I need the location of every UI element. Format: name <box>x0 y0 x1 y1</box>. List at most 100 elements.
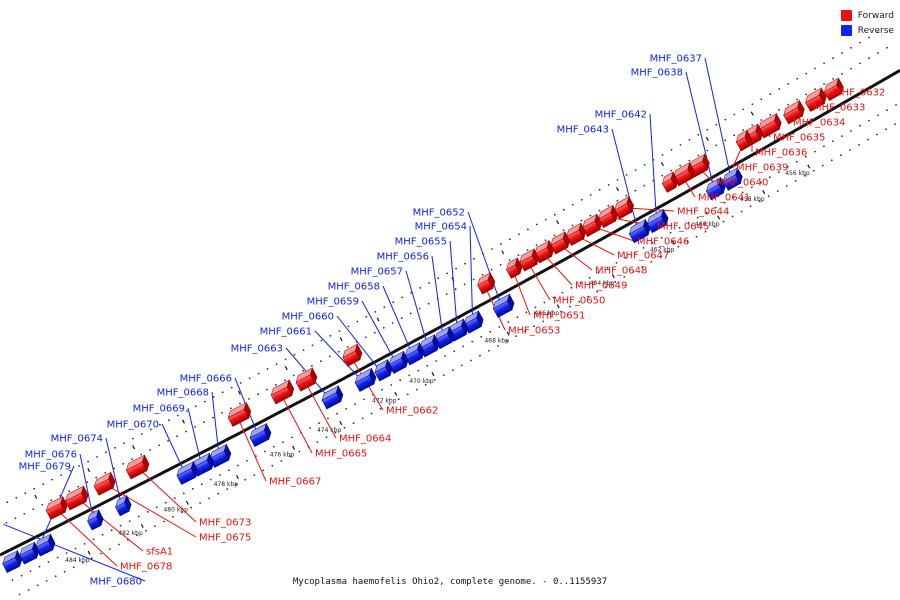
guide-dot <box>695 235 698 238</box>
gene-label[interactable]: MHF_0676 <box>25 450 77 461</box>
gene-label[interactable]: MHF_0659 <box>307 297 359 308</box>
forward-gene[interactable] <box>803 87 829 112</box>
forward-gene[interactable] <box>475 272 497 295</box>
reverse-gene[interactable] <box>353 367 379 392</box>
gene-label[interactable]: MHF_0660 <box>282 312 334 323</box>
gene-label[interactable]: MHF_0651 <box>533 311 585 322</box>
reverse-gene[interactable] <box>627 218 653 244</box>
gene-label[interactable]: MHF_0646 <box>637 237 689 248</box>
reverse-gene[interactable] <box>320 385 346 410</box>
forward-gene[interactable] <box>341 343 365 367</box>
reverse-gene[interactable] <box>113 494 133 517</box>
forward-gene[interactable] <box>92 471 118 496</box>
reverse-gene[interactable] <box>433 325 457 350</box>
gene-label[interactable]: MHF_0645 <box>657 222 709 233</box>
reverse-gene[interactable] <box>387 350 411 374</box>
guide-dot <box>795 160 798 163</box>
guide-dot <box>444 355 447 357</box>
reverse-gene[interactable] <box>373 359 395 382</box>
gene-label[interactable]: MHF_0662 <box>386 406 438 417</box>
gene-label[interactable]: MHF_0665 <box>315 449 367 460</box>
gene-label[interactable]: MHF_0667 <box>269 477 321 488</box>
gene-label[interactable]: MHF_0649 <box>575 281 627 292</box>
gene-label[interactable]: MHF_0642 <box>595 110 647 121</box>
tick-mark <box>762 190 766 195</box>
forward-gene[interactable] <box>226 401 253 427</box>
forward-gene[interactable] <box>532 240 556 264</box>
gene-label[interactable]: MHF_0633 <box>813 103 865 114</box>
reverse-gene[interactable] <box>704 176 728 201</box>
forward-gene[interactable] <box>781 99 807 125</box>
forward-gene[interactable] <box>504 257 524 279</box>
forward-gene[interactable] <box>63 485 90 511</box>
reverse-gene[interactable] <box>721 167 745 191</box>
gene-label[interactable]: MHF_0669 <box>133 404 185 415</box>
gene-label[interactable]: MHF_0674 <box>51 434 103 445</box>
forward-gene[interactable] <box>660 171 680 193</box>
forward-gene[interactable] <box>517 248 541 272</box>
gene-label[interactable]: MHF_0680 <box>90 577 142 588</box>
forward-gene[interactable] <box>564 222 588 246</box>
gene-label[interactable]: MHF_0635 <box>773 133 825 144</box>
reverse-gene[interactable] <box>191 452 217 477</box>
gene-label[interactable]: MHF_0647 <box>617 251 669 262</box>
gene-label[interactable]: MHF_0644 <box>677 207 729 218</box>
gene-label[interactable]: MHF_0638 <box>631 68 683 79</box>
forward-gene[interactable] <box>124 454 151 480</box>
gene-label[interactable]: MHF_0670 <box>107 420 159 431</box>
gene-label[interactable]: MHF_0668 <box>157 388 209 399</box>
gene-label[interactable]: MHF_0637 <box>650 54 702 65</box>
gene-label[interactable]: MHF_0655 <box>395 237 447 248</box>
forward-gene[interactable] <box>596 204 620 229</box>
gene-label[interactable]: MHF_0641 <box>698 193 750 204</box>
gene-label[interactable]: MHF_0636 <box>755 148 807 159</box>
gene-label[interactable]: sfsA1 <box>146 547 173 558</box>
guide-dot <box>221 391 224 394</box>
leader-line <box>382 285 415 358</box>
reverse-gene[interactable] <box>248 422 274 448</box>
reverse-gene[interactable] <box>175 460 201 485</box>
gene-label[interactable]: MHF_0634 <box>793 118 845 129</box>
gene-label[interactable]: MHF_0652 <box>413 208 465 219</box>
reverse-gene[interactable] <box>418 334 442 358</box>
forward-gene[interactable] <box>548 231 572 255</box>
gene-label[interactable]: MHF_0650 <box>553 296 605 307</box>
gene-label[interactable]: MHF_0657 <box>351 267 403 278</box>
gene-label[interactable]: MHF_0675 <box>199 533 251 544</box>
guide-dot <box>284 358 287 361</box>
gene-label[interactable]: MHF_0663 <box>231 344 283 355</box>
gene-label[interactable]: MHF_0656 <box>377 252 429 263</box>
reverse-gene[interactable] <box>85 509 105 531</box>
reverse-gene[interactable] <box>208 443 234 468</box>
gene-label[interactable]: MHF_0643 <box>557 125 609 136</box>
gene-label[interactable]: MHF_0673 <box>199 518 251 529</box>
gene-label[interactable]: MHF_0658 <box>328 282 380 293</box>
gene-label[interactable]: MHF_0640 <box>716 178 768 189</box>
reverse-gene[interactable] <box>403 342 427 366</box>
forward-gene[interactable] <box>580 213 604 237</box>
gene-label[interactable]: MHF_0664 <box>339 434 391 445</box>
reverse-gene[interactable] <box>0 550 24 574</box>
guide-dot <box>18 593 21 596</box>
guide-dot <box>509 238 511 241</box>
guide-dot <box>328 355 331 358</box>
guide-dot <box>140 453 143 456</box>
gene-label[interactable]: MHF_0678 <box>120 562 172 573</box>
gene-label[interactable]: MHF_0653 <box>508 326 560 337</box>
gene-label[interactable]: MHF_0679 <box>19 462 71 473</box>
guide-dot <box>219 474 221 476</box>
forward-gene[interactable] <box>294 367 320 392</box>
gene-label[interactable]: MHF_0654 <box>415 222 467 233</box>
forward-gene[interactable] <box>822 77 846 102</box>
gene-label[interactable]: MHF_0632 <box>833 88 885 99</box>
forward-gene[interactable] <box>269 379 296 405</box>
gene-label[interactable]: MHF_0639 <box>736 163 788 174</box>
reverse-gene[interactable] <box>34 533 58 557</box>
gene-label[interactable]: MHF_0666 <box>180 374 232 385</box>
gene-label[interactable]: MHF_0648 <box>595 266 647 277</box>
forward-gene[interactable] <box>734 129 754 152</box>
reverse-gene[interactable] <box>491 293 517 318</box>
forward-gene[interactable] <box>44 495 70 520</box>
gene-label[interactable]: MHF_0661 <box>260 327 312 338</box>
guide-dot <box>660 237 663 239</box>
